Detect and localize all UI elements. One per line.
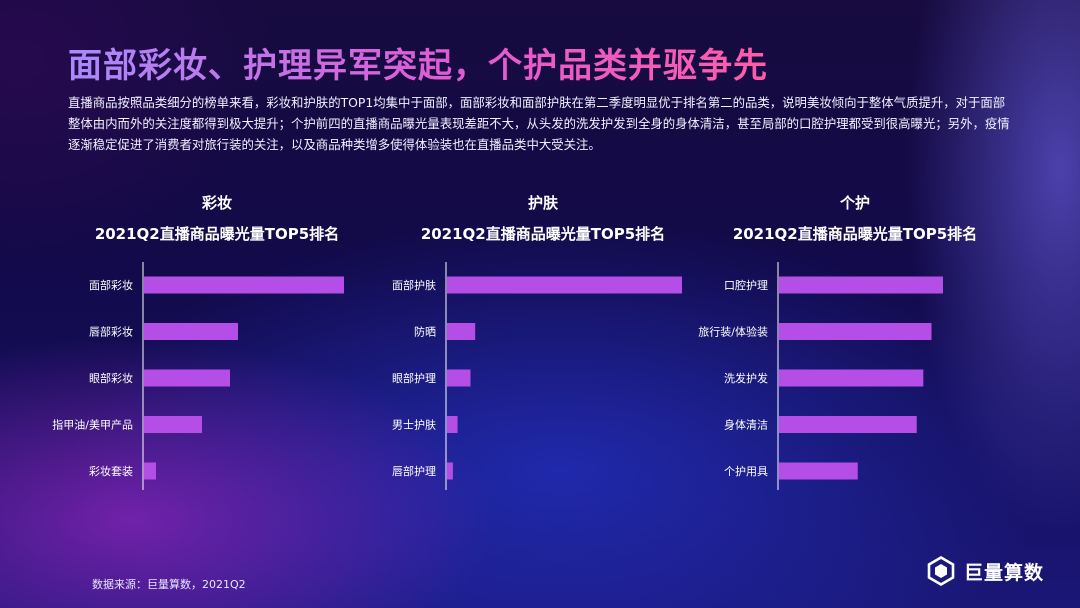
bar — [144, 369, 230, 387]
bar — [779, 323, 932, 340]
panel-subtitle-makeup: 2021Q2直播商品曝光量TOP5排名 — [94, 225, 340, 243]
category-label: 面部彩妆 — [89, 278, 133, 292]
panel-header-makeup: 彩妆 2021Q2直播商品曝光量TOP5排名 — [72, 192, 362, 244]
bar — [447, 462, 453, 480]
bar — [447, 323, 476, 340]
category-label: 指甲油/美甲产品 — [52, 418, 133, 432]
category-label: 旅行装/体验装 — [698, 325, 768, 339]
category-label: 面部护肤 — [392, 278, 436, 292]
panel-header-personal-care: 个护 2021Q2直播商品曝光量TOP5排名 — [710, 192, 1000, 244]
bar — [779, 416, 917, 433]
bar — [447, 416, 458, 433]
panel-category-personal-care: 个护 — [839, 194, 870, 212]
category-label: 洗发护发 — [724, 371, 768, 385]
bar — [779, 462, 858, 480]
bar — [144, 416, 202, 433]
category-label: 个护用具 — [724, 464, 768, 478]
bar — [779, 276, 943, 294]
bar — [144, 276, 344, 294]
category-label: 眼部护理 — [392, 371, 436, 385]
page-title: 面部彩妆、护理异军突起，个护品类并驱争先 — [68, 38, 768, 87]
panel-header-skincare: 护肤 2021Q2直播商品曝光量TOP5排名 — [398, 192, 688, 244]
category-label: 防晒 — [414, 325, 436, 339]
data-source-note: 数据来源：巨量算数，2021Q2 — [92, 578, 246, 591]
category-label: 男士护肤 — [392, 418, 436, 432]
panel-subtitle-skincare: 2021Q2直播商品曝光量TOP5排名 — [420, 225, 666, 243]
category-label: 唇部护理 — [392, 464, 436, 478]
category-label: 唇部彩妆 — [89, 325, 133, 339]
hexagon-logo-icon — [927, 556, 955, 586]
panel-category-makeup: 彩妆 — [201, 194, 232, 212]
bar — [447, 276, 682, 294]
category-label: 身体清洁 — [724, 418, 768, 432]
brand-logo: 巨量算数 — [926, 556, 1044, 586]
brand-name: 巨量算数 — [964, 561, 1045, 584]
category-label: 彩妆套装 — [89, 465, 133, 478]
bar — [144, 462, 156, 480]
bar — [447, 369, 471, 387]
panel-subtitle-personal-care: 2021Q2直播商品曝光量TOP5排名 — [732, 225, 978, 243]
bar — [779, 369, 924, 387]
bar — [144, 323, 238, 340]
intro-paragraph: 直播商品按照品类细分的榜单来看，彩妆和护肤的TOP1均集中于面部，面部彩妆和面部… — [68, 95, 1010, 152]
category-label: 眼部彩妆 — [89, 371, 133, 385]
category-label: 口腔护理 — [724, 278, 768, 292]
panel-category-skincare: 护肤 — [527, 194, 558, 212]
